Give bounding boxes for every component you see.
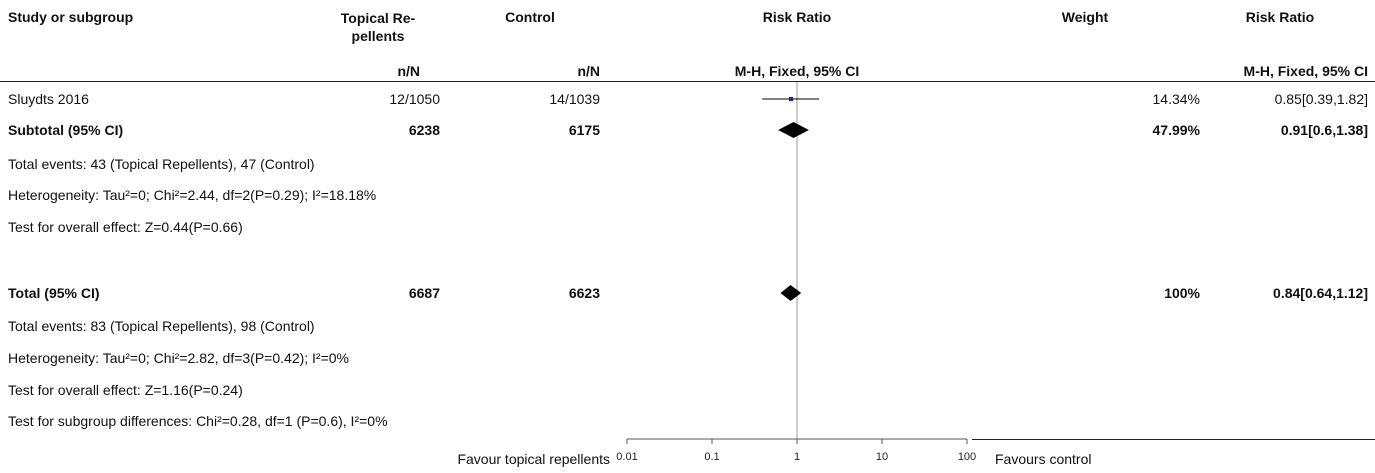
total-weight: 100% [1164, 285, 1200, 301]
subtotal-weight: 47.99% [1152, 122, 1200, 138]
subtotal-ctrl: 6175 [568, 122, 600, 138]
x-axis-tick-label: 10 [876, 451, 888, 463]
study-exp: 12/1050 [389, 91, 440, 107]
study-point-estimate [788, 96, 794, 102]
pooled-estimate-diamond [780, 285, 802, 301]
total-exp: 6687 [408, 285, 440, 301]
total-overall-effect: Test for overall effect: Z=1.16(P=0.24) [8, 382, 243, 398]
total-ci: 0.84[0.64,1.12] [1273, 285, 1368, 301]
header-weight: Weight [1061, 9, 1109, 25]
study-ctrl: 14/1039 [549, 91, 600, 107]
total-ctrl: 6623 [568, 285, 600, 301]
header-risk-ratio-plot: Risk Ratio [762, 9, 832, 25]
x-axis-tick-label: 0.01 [616, 451, 637, 463]
x-axis-tick-label: 100 [958, 451, 976, 463]
header-risk-ratio-ci: Risk Ratio [1245, 9, 1315, 25]
study-weight: 14.34% [1152, 91, 1200, 107]
header-experimental: Topical Re- pellents [318, 9, 438, 45]
header-study: Study or subgroup [8, 9, 134, 25]
study-name: Sluydts 2016 [8, 91, 89, 107]
total-heterogeneity: Heterogeneity: Tau²=0; Chi²=2.82, df=3(P… [8, 350, 350, 366]
total-events: Total events: 83 (Topical Repellents), 9… [8, 318, 315, 334]
subheader-experimental: n/N [397, 63, 420, 79]
subheader-plot: M-H, Fixed, 95% CI [734, 63, 860, 79]
favour-left-label: Favour topical repellents [457, 451, 610, 467]
pooled-estimate-diamond [778, 122, 809, 138]
x-axis-tick-label: 0.1 [704, 451, 719, 463]
subtotal-events: Total events: 43 (Topical Repellents), 4… [8, 156, 315, 172]
subtotal-exp: 6238 [408, 122, 440, 138]
header-experimental-line2: pellents [351, 28, 405, 44]
favour-right-label: Favours control [995, 451, 1092, 467]
subheader-ci: M-H, Fixed, 95% CI [1243, 63, 1368, 79]
subgroup-differences: Test for subgroup differences: Chi²=0.28… [8, 413, 388, 429]
total-name: Total (95% CI) [8, 285, 100, 301]
subtotal-overall-effect: Test for overall effect: Z=0.44(P=0.66) [8, 219, 243, 235]
study-ci: 0.85[0.39,1.82] [1274, 91, 1368, 107]
bottom-rule-right [972, 439, 1375, 440]
subheader-control: n/N [577, 63, 600, 79]
subtotal-ci: 0.91[0.6,1.38] [1280, 122, 1368, 138]
header-experimental-line1: Topical Re- [340, 10, 416, 26]
x-axis-tick-label: 1 [794, 451, 800, 463]
header-control: Control [505, 9, 555, 25]
header-divider [0, 81, 1375, 82]
subtotal-heterogeneity: Heterogeneity: Tau²=0; Chi²=2.44, df=2(P… [8, 187, 377, 203]
subtotal-name: Subtotal (95% CI) [8, 122, 124, 138]
